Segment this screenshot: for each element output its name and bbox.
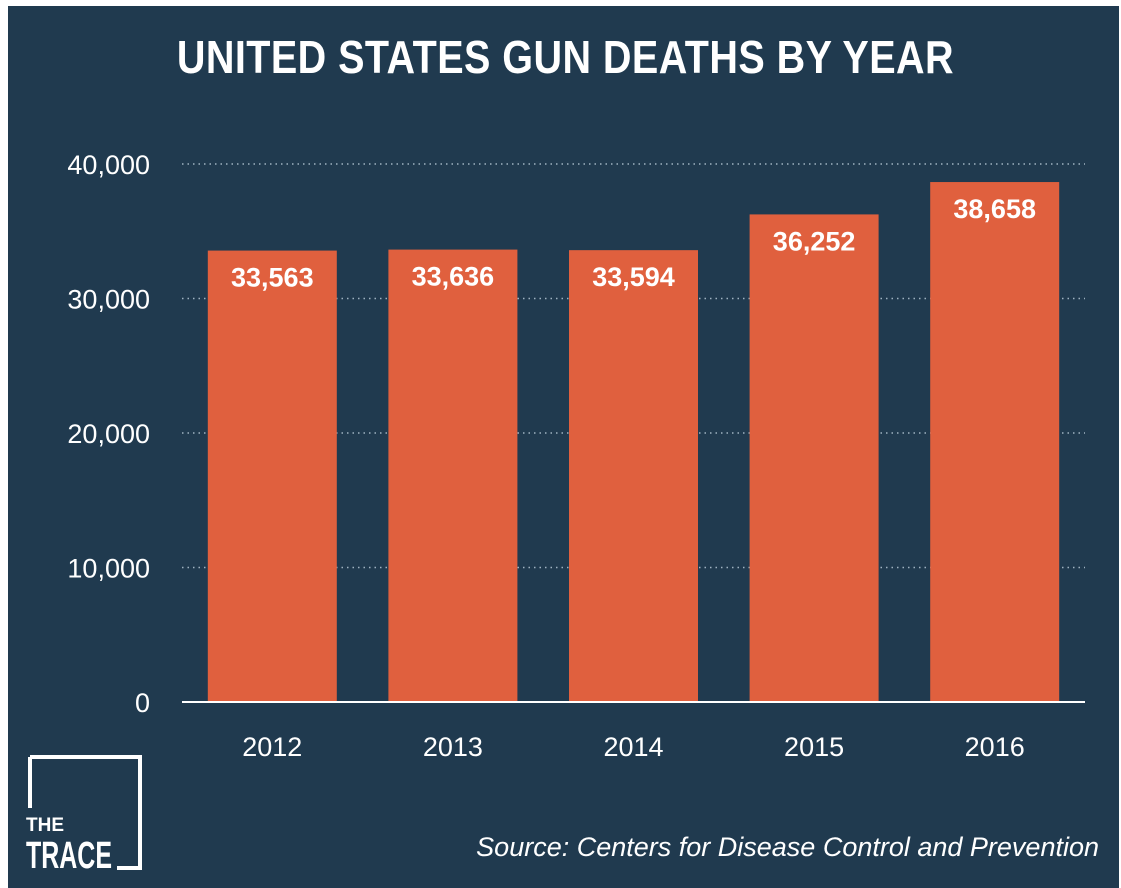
source-note: Source: Centers for Disease Control and … — [476, 832, 1099, 862]
y-tick-label: 10,000 — [67, 554, 150, 584]
x-tick-label: 2016 — [965, 732, 1025, 762]
bar-2014 — [569, 250, 698, 702]
value-label: 38,658 — [953, 194, 1036, 224]
y-tick-label: 30,000 — [67, 285, 150, 315]
y-tick-label: 40,000 — [67, 150, 150, 180]
x-tick-label: 2014 — [603, 732, 663, 762]
y-tick-label: 20,000 — [67, 419, 150, 449]
bar-2016 — [930, 182, 1060, 702]
value-label: 33,636 — [412, 262, 495, 292]
value-label: 33,563 — [231, 263, 314, 293]
logo-bracket — [30, 755, 142, 870]
x-tick-label: 2012 — [242, 732, 302, 762]
chart-title: UNITED STATES GUN DEATHS BY YEAR — [176, 31, 955, 83]
bars — [207, 182, 1060, 703]
x-axis-ticks: 2012 2013 2014 2015 2016 — [242, 732, 1024, 762]
bar-2012 — [207, 250, 337, 703]
logo-line2: TRACE — [26, 835, 112, 877]
value-label: 33,594 — [592, 262, 675, 292]
value-label: 36,252 — [773, 226, 856, 256]
y-tick-label: 0 — [135, 688, 150, 718]
x-tick-label: 2015 — [784, 732, 844, 762]
value-labels: 33,563 33,636 33,594 36,252 38,658 — [231, 194, 1036, 293]
x-tick-label: 2013 — [423, 732, 483, 762]
bar-2015 — [749, 214, 879, 703]
y-axis-ticks: 0 10,000 20,000 30,000 40,000 — [67, 150, 150, 718]
bar-2013 — [388, 249, 518, 702]
logo-line1: THE — [26, 815, 64, 836]
